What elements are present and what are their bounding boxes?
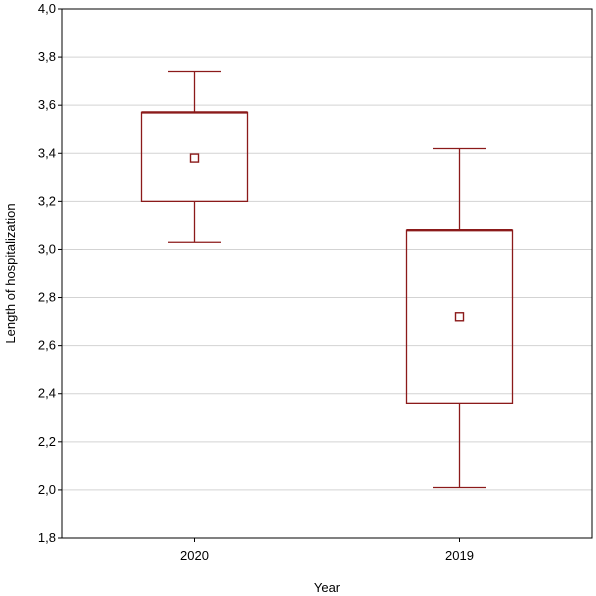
x-axis-label: Year [314,580,341,595]
y-tick-label: 2,8 [38,290,56,305]
y-tick-label: 3,6 [38,97,56,112]
y-tick-label: 2,2 [38,434,56,449]
box-2020 [140,70,249,243]
x-tick-label: 2020 [180,548,209,563]
y-tick-label: 2,6 [38,338,56,353]
plot-area-frame [61,8,593,539]
x-tick-label: 2019 [445,548,474,563]
box-series [140,70,514,489]
box-2019 [405,147,514,489]
center-marker [454,312,465,322]
x-axis-ticks: 2020 2019 [180,538,474,563]
y-tick-label: 2,4 [38,386,56,401]
y-axis-label: Length of hospitalization [3,203,18,343]
center-marker [189,153,200,163]
y-tick-label: 3,0 [38,241,56,256]
y-tick-label: 1,8 [38,530,56,545]
y-tick-label: 3,4 [38,145,56,160]
y-tick-label: 2,0 [38,482,56,497]
y-tick-label: 4,0 [38,1,56,16]
y-tick-label: 3,8 [38,49,56,64]
y-tick-label: 3,2 [38,193,56,208]
y-axis-ticks: 1,8 2,0 2,2 2,4 2,6 2,8 3,0 3,2 3,4 3,6 3,8 4,0 [38,1,62,545]
